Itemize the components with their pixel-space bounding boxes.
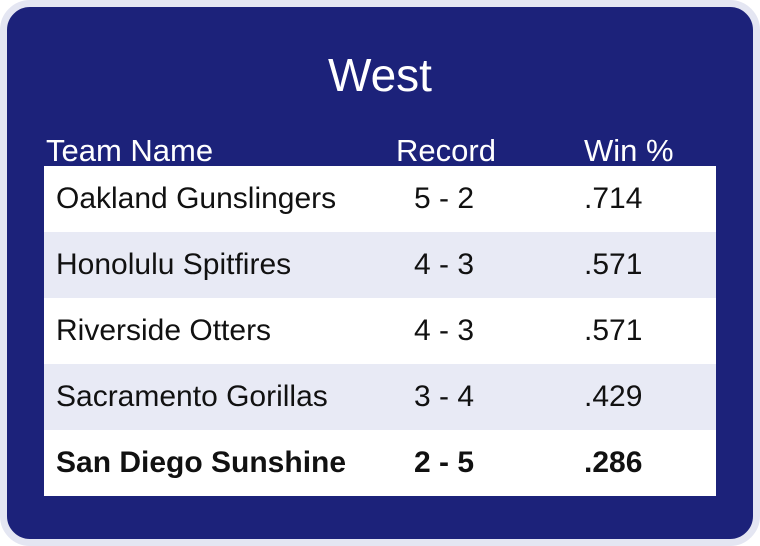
team-record: 3 - 4 — [413, 380, 475, 413]
team-record: 4 - 3 — [413, 314, 475, 347]
table-row: Riverside Otters 4 - 3 .571 — [44, 298, 716, 364]
column-header-team: Team Name — [46, 133, 214, 168]
column-header-record: Record — [396, 133, 496, 168]
team-name: Sacramento Gorillas — [56, 380, 328, 413]
team-name: Riverside Otters — [56, 314, 272, 347]
standings-table: Oakland Gunslingers 5 - 2 .714 Honolulu … — [44, 166, 716, 496]
team-name: San Diego Sunshine — [56, 446, 347, 479]
team-win-pct: .571 — [584, 314, 643, 347]
team-win-pct: .714 — [584, 182, 643, 215]
team-record: 4 - 3 — [413, 248, 475, 281]
table-row: Honolulu Spitfires 4 - 3 .571 — [44, 232, 716, 298]
team-win-pct: .286 — [584, 446, 643, 479]
team-record: 5 - 2 — [413, 182, 475, 215]
division-title: West — [328, 49, 432, 101]
team-win-pct: .429 — [584, 380, 643, 413]
team-name: Honolulu Spitfires — [56, 248, 292, 281]
team-record: 2 - 5 — [413, 446, 475, 479]
team-name: Oakland Gunslingers — [56, 182, 337, 215]
team-win-pct: .571 — [584, 248, 643, 281]
column-header-win-pct: Win % — [584, 133, 674, 168]
table-header: Team Name Record Win % — [7, 131, 753, 171]
table-row: Oakland Gunslingers 5 - 2 .714 — [44, 166, 716, 232]
table-row: Sacramento Gorillas 3 - 4 .429 — [44, 364, 716, 430]
table-row-highlighted: San Diego Sunshine 2 - 5 .286 — [44, 430, 716, 496]
